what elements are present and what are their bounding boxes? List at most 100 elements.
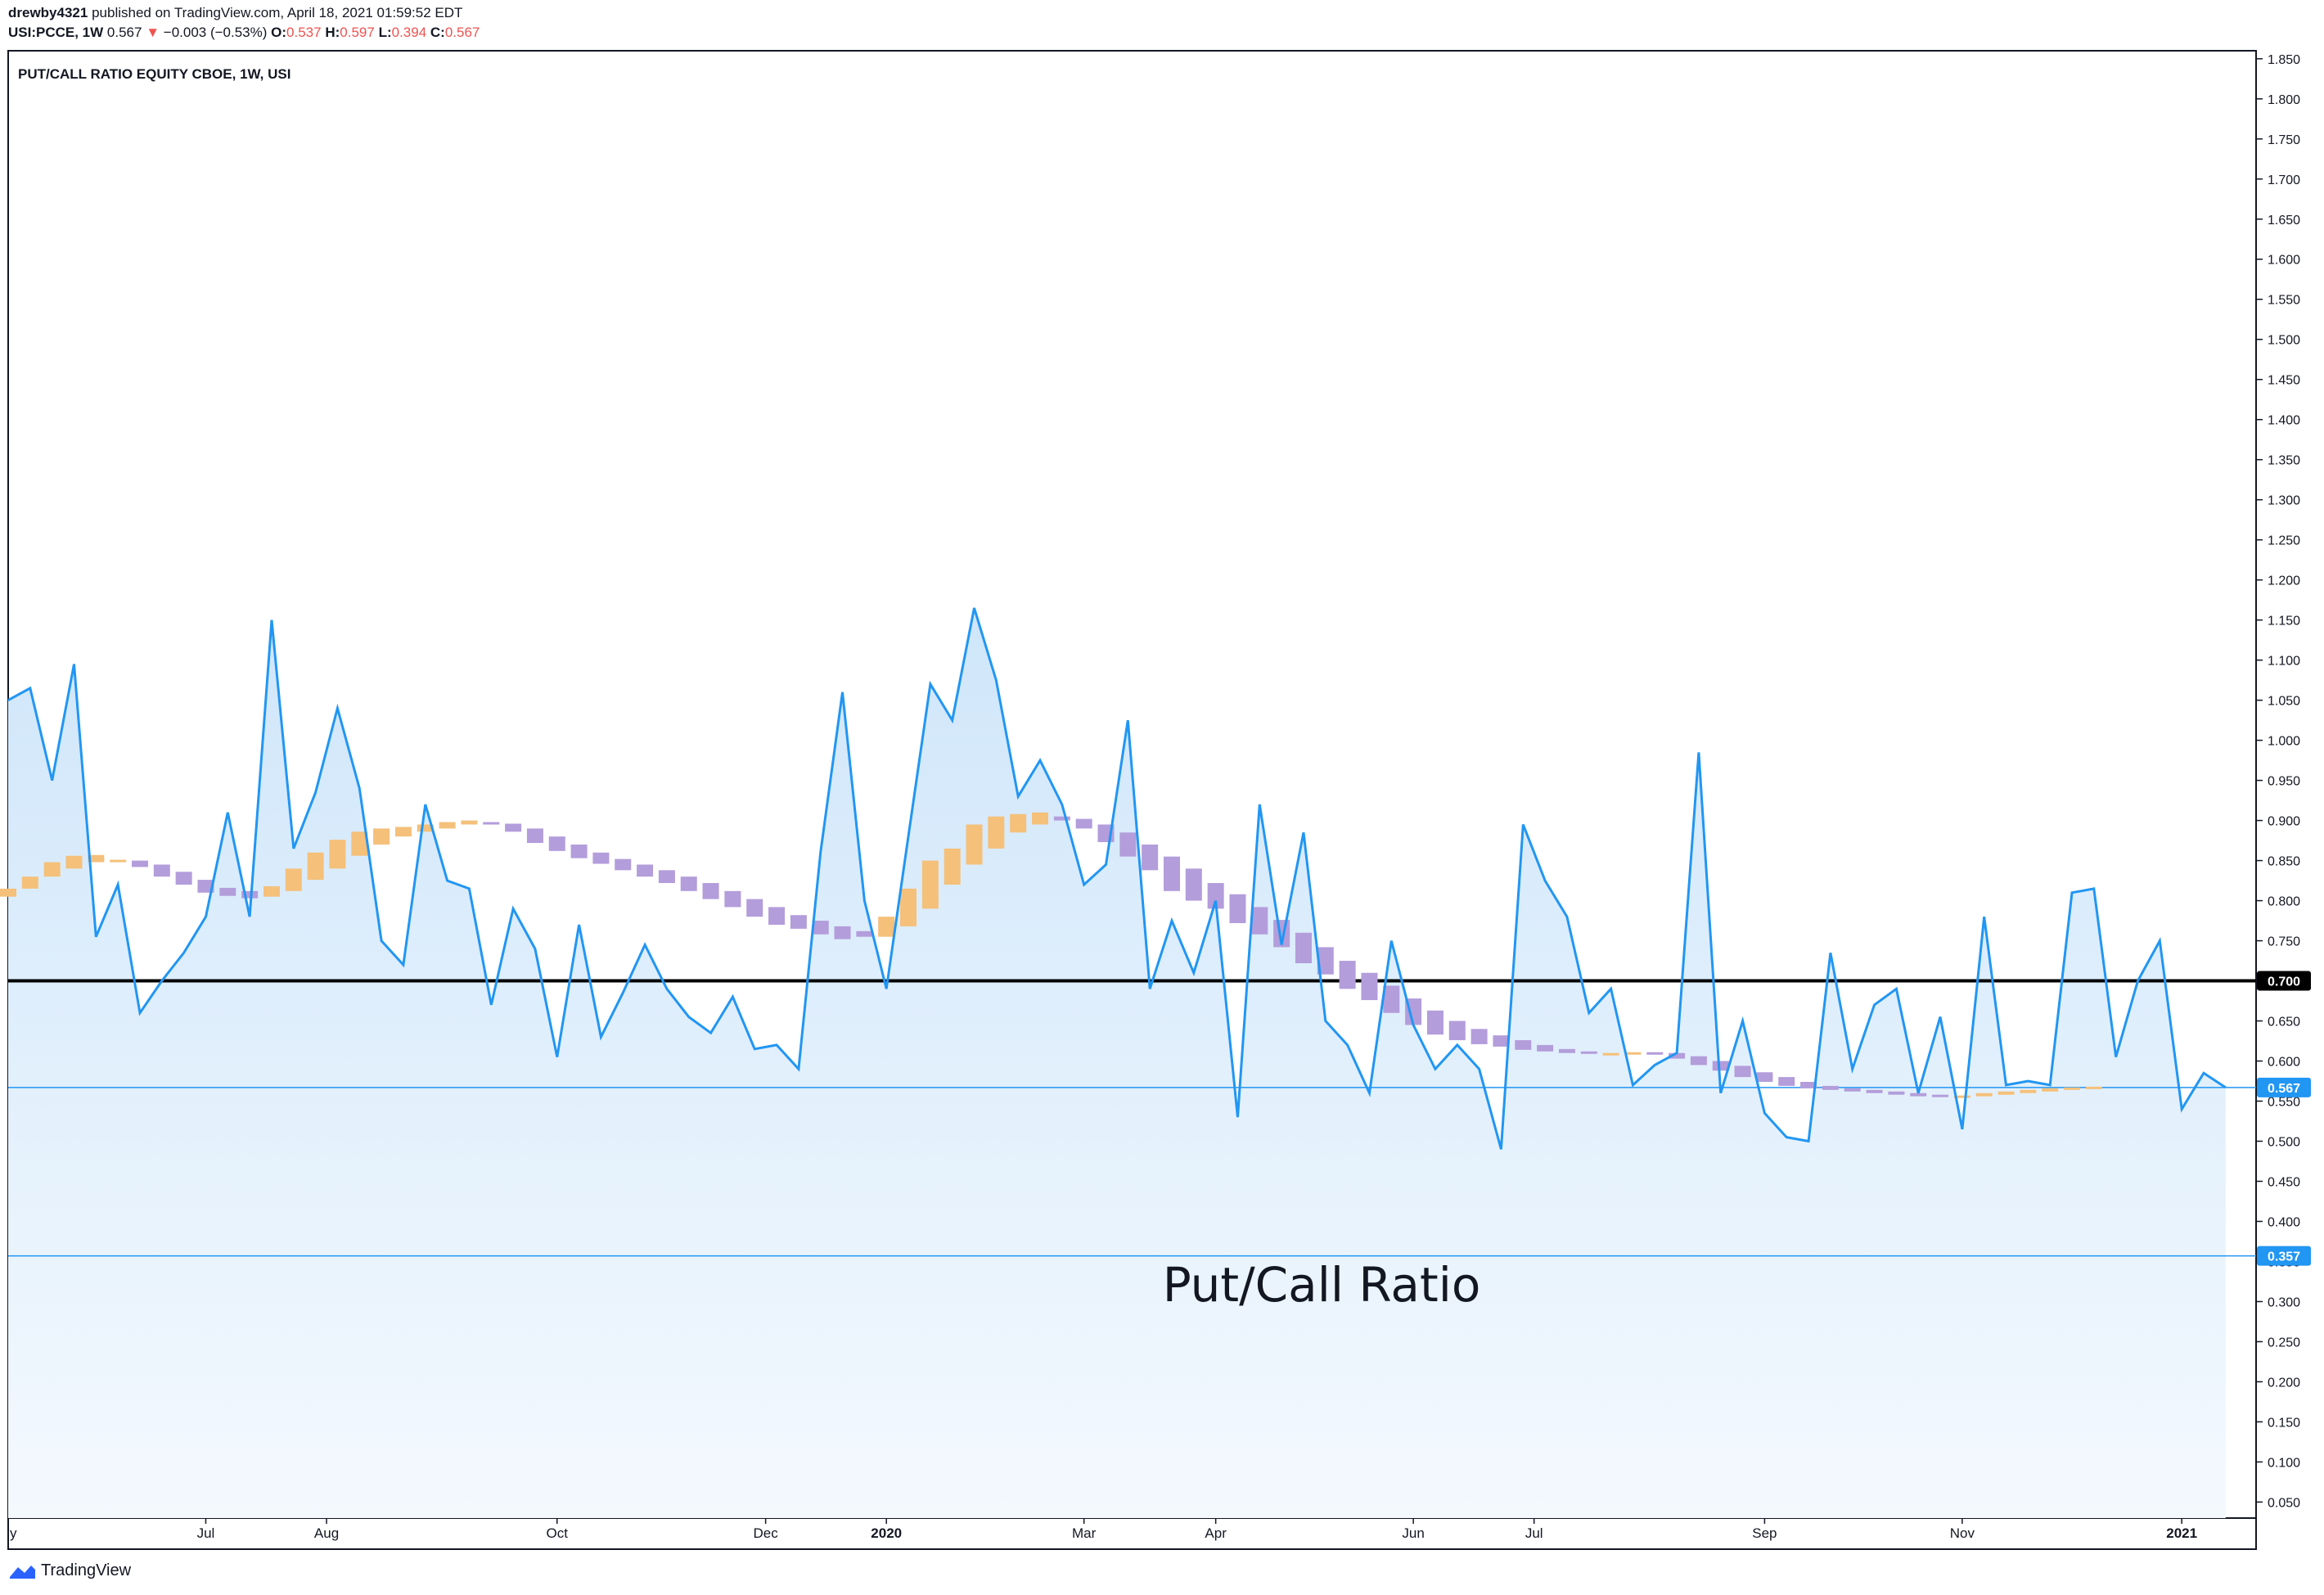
ha-bar [1119, 832, 1137, 857]
ha-bar [351, 831, 368, 856]
y-tick-label: 0.900 [2268, 815, 2300, 829]
y-tick-label: 1.000 [2268, 735, 2300, 749]
ha-bar [1251, 907, 1268, 935]
x-tick-label: Aug [314, 1525, 339, 1541]
ha-bar [1712, 1061, 1729, 1071]
ha-bar [2042, 1088, 2059, 1092]
ha-bar [1471, 1029, 1488, 1044]
ha-bar [1426, 1010, 1443, 1035]
level-lines-layer [8, 979, 2256, 1257]
y-tick-label: 1.100 [2268, 655, 2300, 669]
ha-bar [241, 890, 259, 899]
x-tick-label: y [10, 1525, 17, 1541]
chart-title: PUT/CALL RATIO EQUITY CBOE, 1W, USI [18, 66, 290, 82]
ha-bar [2020, 1089, 2037, 1093]
y-tick-label: 1.400 [2268, 414, 2300, 428]
x-tick-label: Jul [1525, 1525, 1543, 1541]
ha-bar [43, 862, 61, 877]
ha-bar [2085, 1086, 2102, 1089]
tradingview-brand: TradingView [41, 1561, 132, 1579]
ha-bar [2064, 1087, 2081, 1090]
ha-bar [1602, 1052, 1619, 1056]
x-axis: yJulAugOctDec2020MarAprJunJulSepNov2021M… [7, 1518, 2197, 1541]
ha-bar [1163, 856, 1180, 891]
series-line-layer [7, 607, 2227, 1150]
down-arrow-icon: ▼ [146, 25, 160, 40]
y-tick-label: 0.500 [2268, 1136, 2300, 1150]
ha-bar [724, 890, 741, 908]
ha-bar [1953, 1095, 1970, 1098]
ha-bar [966, 824, 983, 865]
ha-bar [1558, 1048, 1575, 1053]
close-value: 0.567 [444, 25, 480, 40]
ha-bar [373, 828, 390, 845]
series-area [8, 607, 2226, 1518]
y-tick-label: 0.650 [2268, 1016, 2300, 1030]
low-label: L: [378, 25, 392, 40]
ha-bar [65, 855, 83, 869]
ha-bar [1185, 868, 1202, 901]
y-tick-label: 0.300 [2268, 1295, 2300, 1309]
ha-bar [131, 860, 148, 867]
ha-bar [1229, 894, 1246, 924]
ha-bar [1690, 1056, 1707, 1066]
ha-bar [1822, 1085, 1839, 1090]
price-badge-label: 0.700 [2268, 975, 2300, 989]
open-label: O: [271, 25, 287, 40]
y-tick-label: 1.250 [2268, 534, 2300, 548]
ha-bar [637, 864, 654, 877]
price-badge-label: 0.357 [2268, 1250, 2300, 1264]
ha-bar [1515, 1040, 1532, 1050]
author-name[interactable]: drewby4321 [8, 5, 88, 20]
ha-bar [197, 880, 214, 893]
ha-bar [1975, 1093, 1993, 1097]
y-tick-label: 0.050 [2268, 1496, 2300, 1510]
ha-bar [1580, 1051, 1597, 1054]
y-tick-label: 1.650 [2268, 214, 2300, 228]
ha-bar [790, 915, 807, 929]
ha-bar [834, 926, 851, 939]
y-tick-label: 1.500 [2268, 334, 2300, 348]
y-tick-label: 1.350 [2268, 454, 2300, 468]
chart-annotation: Put/Call Ratio [1163, 1257, 1481, 1313]
series-line[interactable] [7, 607, 2227, 1150]
ha-bar [1207, 883, 1224, 909]
x-tick-label: Jun [1402, 1525, 1424, 1541]
area-fill-layer [8, 607, 2226, 1518]
ha-bar [1734, 1066, 1751, 1078]
y-tick-label: 0.750 [2268, 935, 2300, 949]
symbol-name[interactable]: USI:PCCE, 1W [8, 25, 104, 40]
open-value: 0.537 [286, 25, 322, 40]
symbol-legend: USI:PCCE, 1W 0.567 ▼ −0.003 (−0.53%) O:0… [8, 25, 480, 41]
ha-bar [1142, 844, 1159, 871]
ha-bar [988, 816, 1005, 849]
tradingview-logo[interactable]: TradingView [8, 1561, 131, 1580]
y-tick-label: 0.850 [2268, 855, 2300, 869]
ha-bar [548, 836, 565, 851]
ha-bar [900, 888, 917, 926]
ha-bar [110, 859, 127, 863]
price-badge-0.357 [2257, 1246, 2311, 1266]
price-badges: 0.700 0.567 0.357 [2257, 971, 2311, 1266]
y-tick-label: 1.850 [2268, 53, 2300, 67]
ha-bar [1032, 812, 1049, 825]
ha-bar [856, 930, 873, 937]
y-tick-label: 1.300 [2268, 494, 2300, 508]
ha-bar [394, 827, 412, 837]
y-tick-label: 0.400 [2268, 1215, 2300, 1229]
ha-bar [417, 824, 434, 832]
ha-bar [1053, 816, 1070, 821]
ha-bar [439, 822, 456, 829]
ha-bar [1361, 972, 1378, 1001]
y-tick-label: 1.050 [2268, 695, 2300, 709]
y-tick-label: 1.450 [2268, 374, 2300, 388]
x-tick-label: 2021 [2166, 1525, 2197, 1541]
ha-bar [1383, 985, 1400, 1013]
publish-info: drewby4321 published on TradingView.com,… [8, 5, 462, 21]
ha-bar [746, 899, 763, 917]
ha-bar [307, 852, 324, 881]
x-tick-label: Apr [1205, 1525, 1227, 1541]
x-tick-label: Dec [754, 1525, 779, 1541]
y-tick-label: 0.250 [2268, 1336, 2300, 1349]
